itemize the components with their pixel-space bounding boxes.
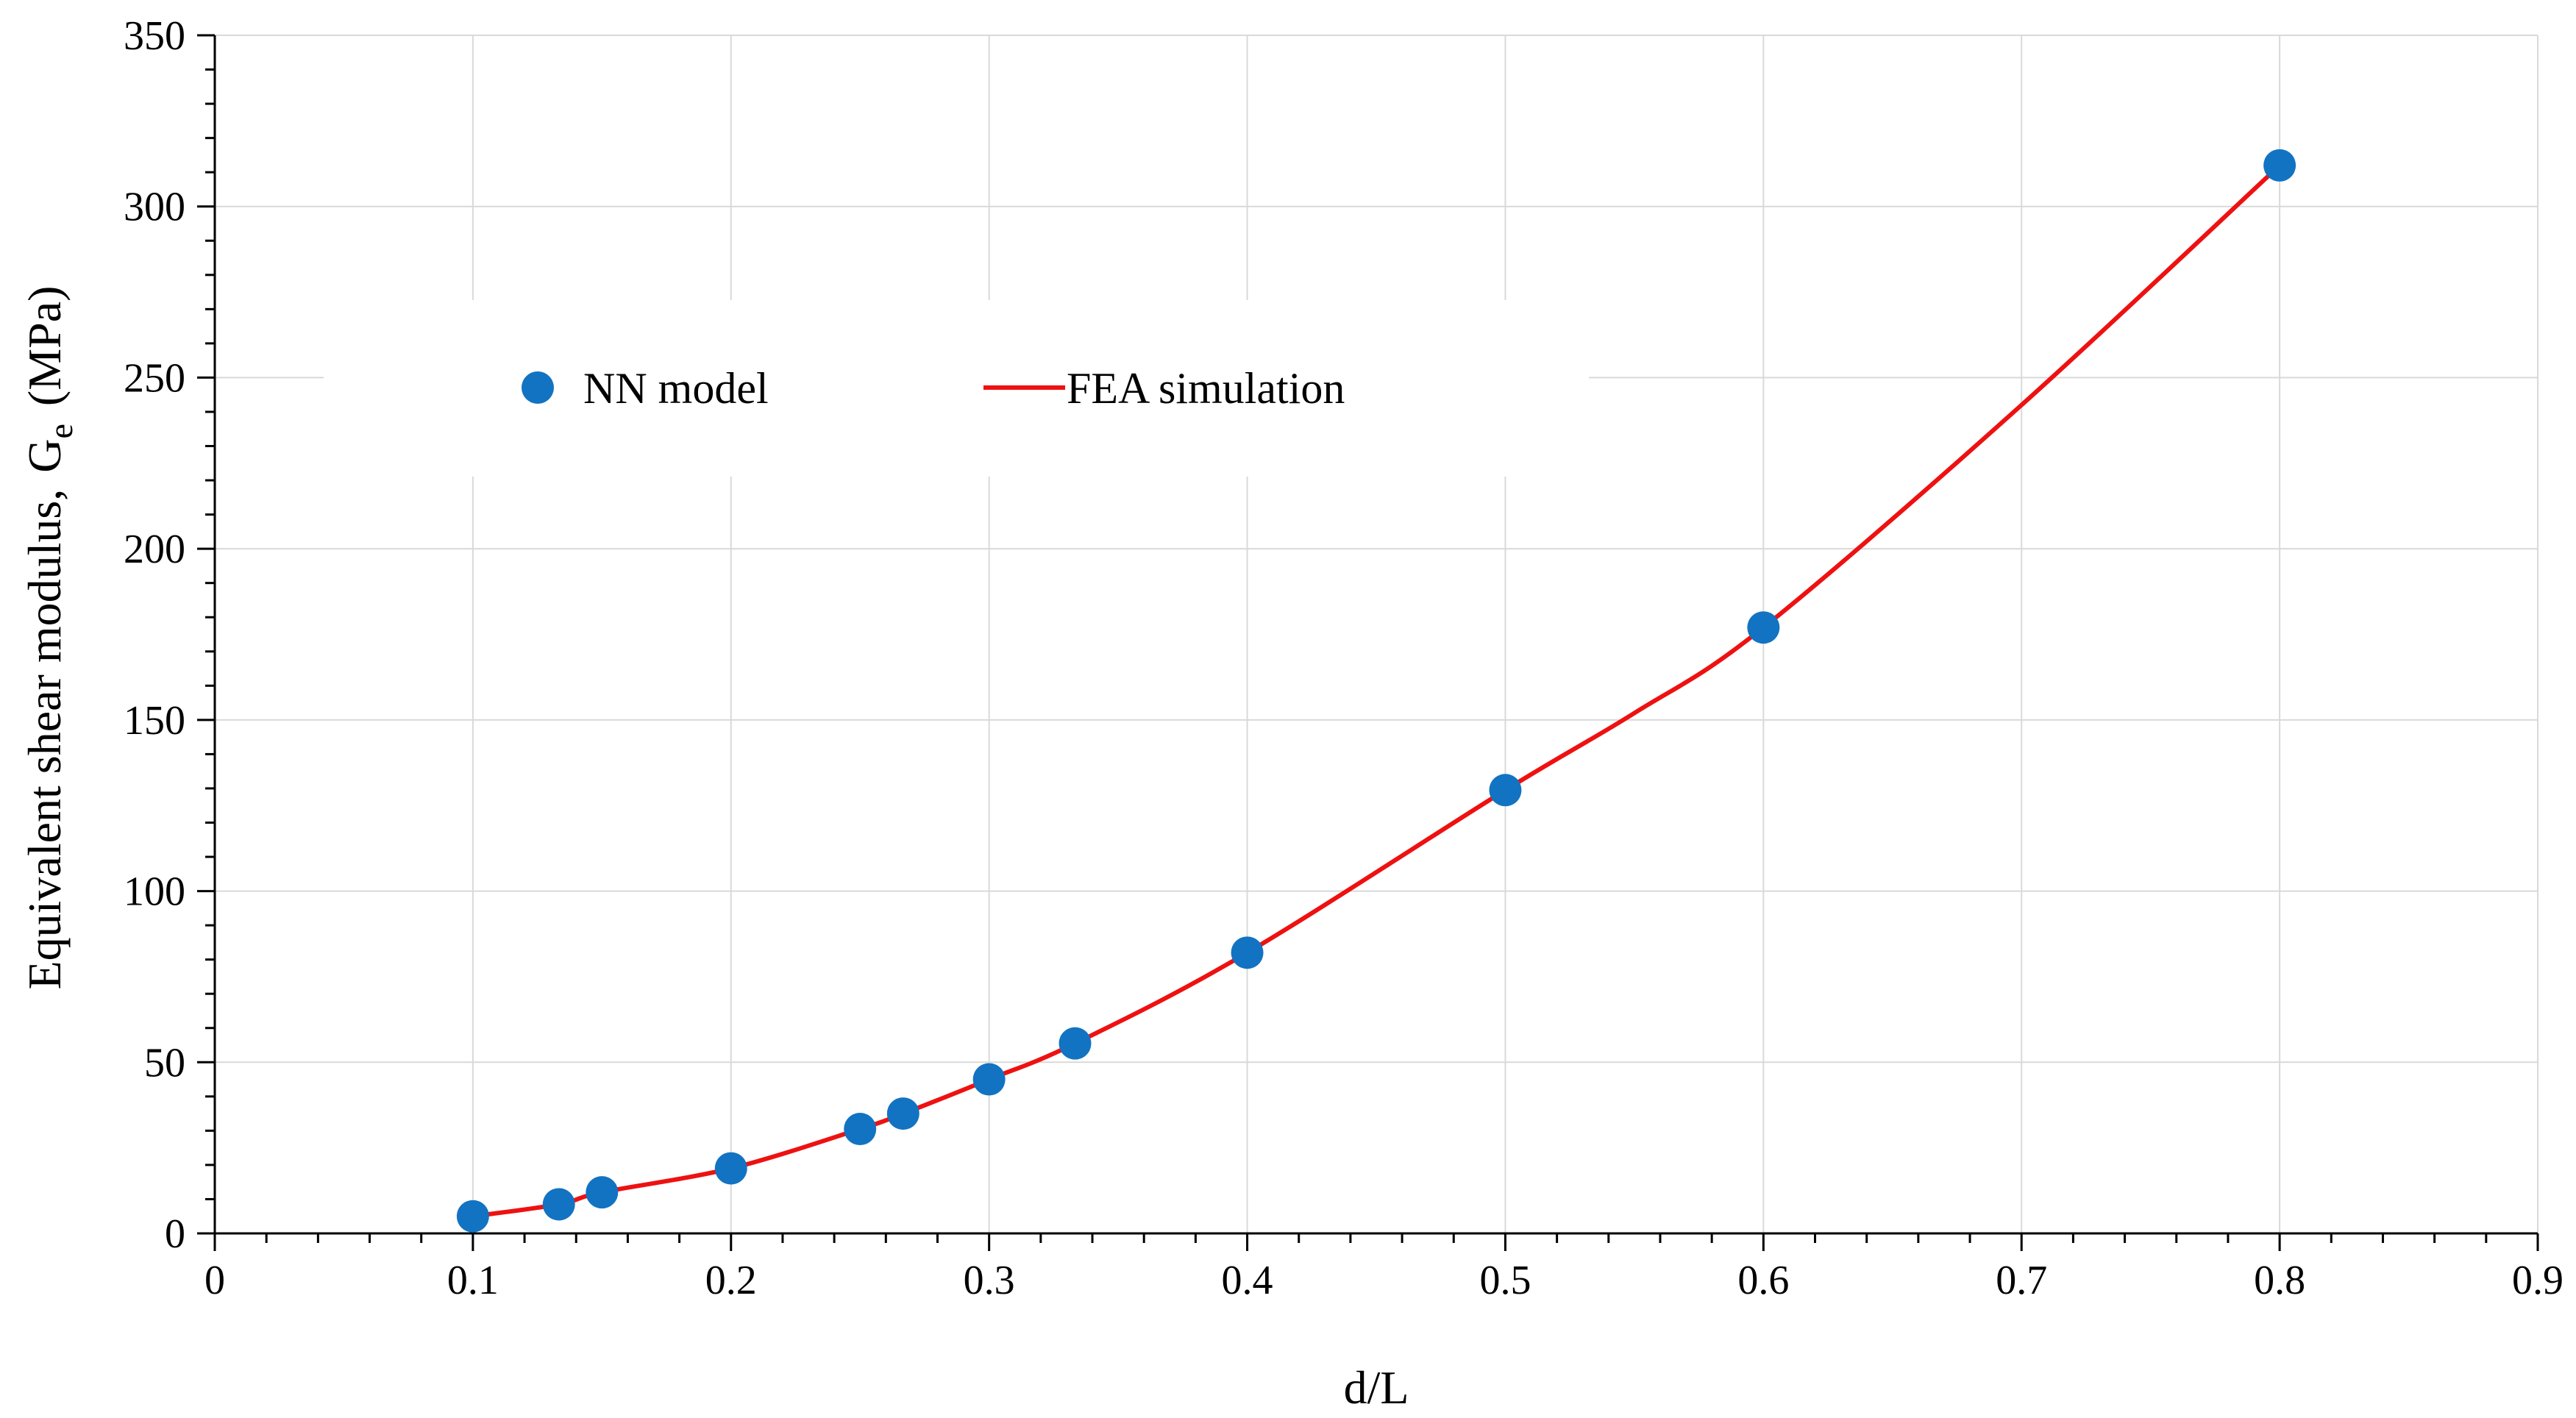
legend-fea-simulation-label: FEA simulation <box>1067 364 1345 413</box>
nn-model-point <box>714 1152 747 1185</box>
y-axis-title-unit: (MPa) <box>18 286 71 407</box>
grid-lines <box>215 35 2538 1233</box>
nn-model-point <box>456 1200 489 1233</box>
y-axis-title-text: Equivalent shear modulus, <box>18 489 71 990</box>
legend-nn-model-marker <box>522 371 554 404</box>
y-tick-label: 150 <box>124 698 185 744</box>
y-axis-title-symbol: G <box>18 438 71 472</box>
legend-background <box>324 300 1589 477</box>
nn-model-point <box>886 1097 919 1130</box>
x-tick-label: 0.6 <box>1737 1258 1789 1303</box>
nn-model-point <box>844 1113 877 1146</box>
legend-nn-model-label: NN model <box>583 364 769 413</box>
fea-simulation-line <box>472 163 2282 1219</box>
y-axis-title-subscript: e <box>42 424 79 438</box>
x-tick-label: 0.9 <box>2512 1258 2563 1303</box>
y-tick-label: 0 <box>165 1211 185 1257</box>
y-axis-title: Equivalent shear modulus, Ge (MPa) <box>18 286 79 990</box>
x-tick-label: 0.4 <box>1222 1258 1273 1303</box>
y-tick-label: 250 <box>124 355 185 401</box>
y-tick-label: 350 <box>124 13 185 59</box>
nn-model-point <box>1058 1027 1092 1060</box>
x-axis-title: d/L <box>1344 1361 1409 1414</box>
x-tick-label: 0.2 <box>705 1258 757 1303</box>
legend: NN model FEA simulation <box>324 300 1589 477</box>
y-tick-label: 300 <box>124 185 185 230</box>
nn-model-point <box>972 1063 1006 1096</box>
series <box>456 149 2296 1233</box>
y-tick-label: 200 <box>124 527 185 572</box>
nn-model-point <box>2263 149 2296 182</box>
nn-model-point <box>542 1188 575 1221</box>
x-tick-label: 0.3 <box>964 1258 1015 1303</box>
y-tick-label: 100 <box>124 869 185 915</box>
x-tick-label: 0.5 <box>1479 1258 1531 1303</box>
x-tick-label: 0.1 <box>447 1258 499 1303</box>
tick-labels: 0 0.1 0.2 0.3 0.4 0.5 0.6 0.7 0.8 0.9 0 50 100 150 200… <box>124 13 2563 1303</box>
nn-model-point <box>1489 774 1522 807</box>
nn-model-point <box>586 1176 619 1209</box>
x-tick-label: 0.7 <box>1996 1258 2047 1303</box>
y-tick-label: 50 <box>144 1040 185 1086</box>
x-tick-label: 0.8 <box>2254 1258 2305 1303</box>
nn-model-point <box>1231 936 1264 969</box>
x-tick-label: 0 <box>204 1258 225 1303</box>
nn-model-point <box>1747 611 1780 644</box>
axes <box>197 34 2539 1251</box>
